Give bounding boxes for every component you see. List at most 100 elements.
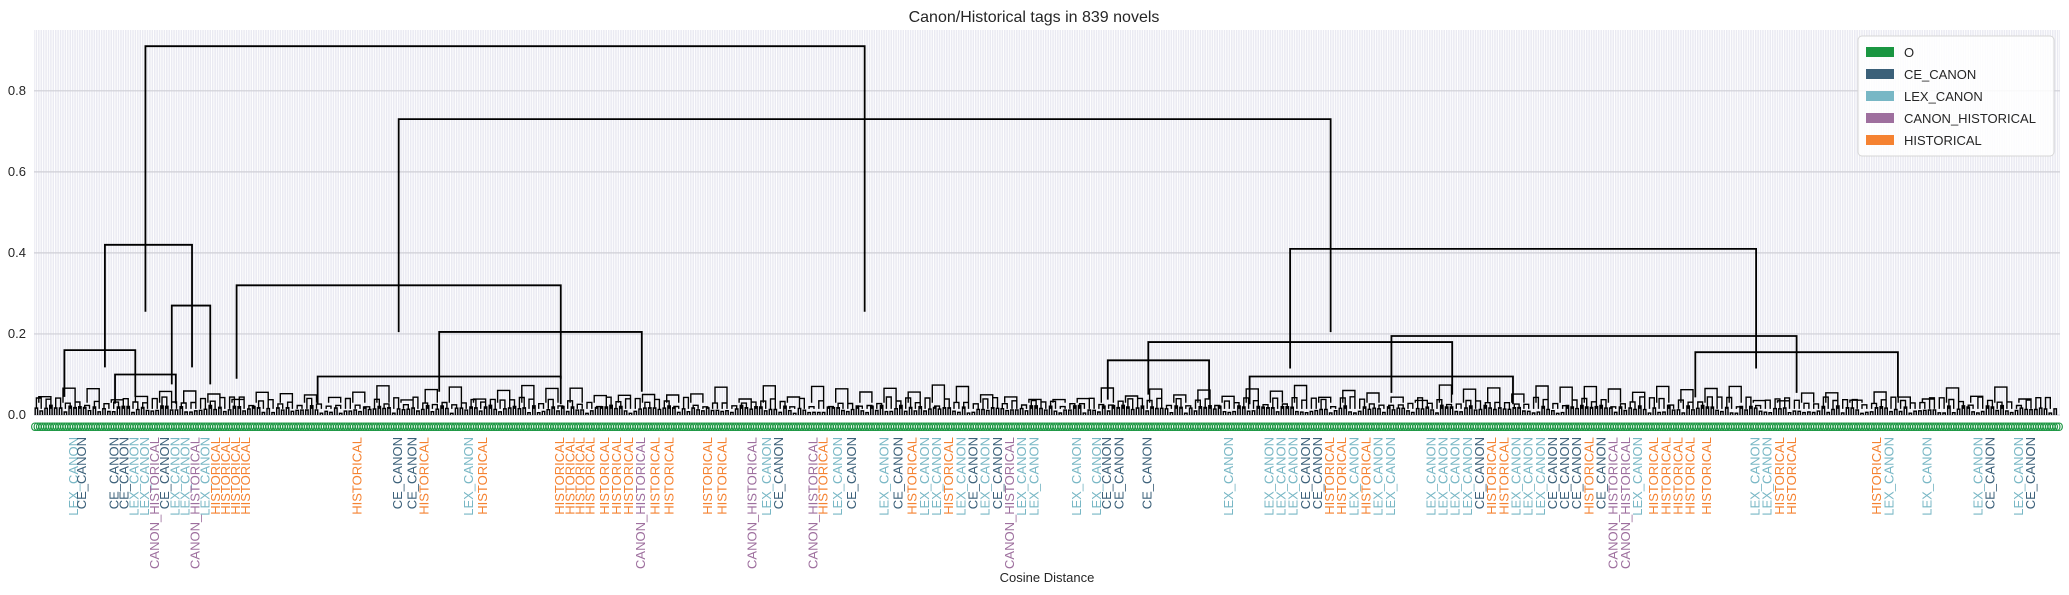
leaf-marker: O	[818, 420, 827, 434]
leaf-marker: O	[1327, 420, 1336, 434]
leaf-marker: O	[808, 420, 817, 434]
leaf-label: LEX_CANON	[1508, 437, 1523, 516]
leaf-marker: O	[1400, 420, 1409, 434]
leaf-marker: O	[57, 420, 66, 434]
leaf-marker: O	[883, 420, 892, 434]
leaf-marker: O	[1820, 420, 1829, 434]
leaf-marker: O	[151, 420, 160, 434]
leaf-marker: O	[1600, 420, 1609, 434]
leaf-marker: O	[1197, 420, 1206, 434]
leaf-marker: O	[960, 420, 969, 434]
leaf-marker: O	[1569, 420, 1578, 434]
leaf-marker: O	[902, 420, 911, 434]
leaf-marker: O	[1994, 420, 2003, 434]
leaf-marker: O	[156, 420, 165, 434]
leaf-label: LEX_CANON	[1760, 437, 1775, 516]
leaf-marker: O	[400, 420, 409, 434]
leaf-marker: O	[1033, 420, 1042, 434]
leaf-marker: O	[977, 420, 986, 434]
leaf-marker: O	[1395, 420, 1404, 434]
leaf-marker: O	[373, 420, 382, 434]
leaf-marker: O	[424, 420, 433, 434]
leaf-marker: O	[427, 420, 436, 434]
leaf-marker: O	[1595, 420, 1604, 434]
leaf-marker: O	[499, 420, 508, 434]
leaf-marker: O	[1363, 420, 1372, 434]
leaf-marker: O	[1740, 420, 1749, 434]
leaf-marker: O	[284, 420, 293, 434]
leaf-label: HISTORICAL	[609, 437, 624, 515]
leaf-marker: O	[1185, 420, 1194, 434]
leaf-marker: O	[1535, 420, 1544, 434]
leaf-marker: O	[1233, 420, 1242, 434]
leaf-marker: O	[987, 420, 996, 434]
leaf-marker: O	[1960, 420, 1969, 434]
leaf-marker: O	[1743, 420, 1752, 434]
leaf-marker: O	[1426, 420, 1435, 434]
leaf-marker: O	[1723, 420, 1732, 434]
leaf-marker: O	[1139, 420, 1148, 434]
leaf-marker: O	[1137, 420, 1146, 434]
leaf-marker: O	[287, 420, 296, 434]
leaf-marker: O	[538, 420, 547, 434]
leaf-label: HISTORICAL	[572, 437, 587, 515]
leaf-marker: O	[1895, 420, 1904, 434]
leaf-marker: O	[547, 420, 556, 434]
merge-link	[316, 375, 562, 405]
leaf-marker: O	[683, 420, 692, 434]
leaf-marker: O	[2049, 420, 2058, 434]
leaf-marker: O	[1110, 420, 1119, 434]
leaf-label: HISTORICAL	[905, 437, 920, 515]
leaf-marker: O	[1293, 420, 1302, 434]
leaf-marker: O	[1576, 420, 1585, 434]
leaf-marker: O	[407, 420, 416, 434]
leaf-marker: O	[2042, 420, 2051, 434]
leaf-marker: O	[354, 420, 363, 434]
leaf-marker: O	[265, 420, 274, 434]
leaf-marker: O	[579, 420, 588, 434]
leaf-marker: O	[1984, 420, 1993, 434]
leaf-marker: O	[533, 420, 542, 434]
leaf-marker: O	[398, 420, 407, 434]
leaf-marker: O	[1861, 420, 1870, 434]
leaf-marker: O	[132, 420, 141, 434]
leaf-marker: O	[1385, 420, 1394, 434]
leaf-marker: O	[417, 420, 426, 434]
leaf-marker: O	[1859, 420, 1868, 434]
leaf-marker: O	[943, 420, 952, 434]
leaf-marker: O	[130, 420, 139, 434]
leaf-marker: O	[1694, 420, 1703, 434]
low-level-links	[34, 384, 2058, 415]
leaf-marker: O	[139, 420, 148, 434]
leaf-label: LEX_CANON	[1533, 437, 1548, 516]
leaf-marker: O	[1376, 420, 1385, 434]
leaf-marker: O	[2028, 420, 2037, 434]
leaf-label: CE_CANON	[1594, 437, 1609, 509]
leaf-marker: O	[1856, 420, 1865, 434]
merge-link	[1248, 375, 1514, 405]
dendrogram-links	[34, 45, 2058, 415]
leaf-marker: O	[2008, 420, 2017, 434]
leaf-marker: O	[1680, 420, 1689, 434]
leaf-marker: O	[98, 420, 107, 434]
leaf-marker: O	[154, 420, 163, 434]
merge-link	[1106, 359, 1210, 400]
leaf-label: LEX_CANON	[66, 437, 81, 516]
leaf-marker: O	[1832, 420, 1841, 434]
leaf-marker: O	[369, 420, 378, 434]
leaf-marker: O	[1948, 420, 1957, 434]
leaf-marker: O	[414, 420, 423, 434]
leaf-marker: O	[1477, 420, 1486, 434]
leaf-label: LEX_CANON	[1383, 437, 1398, 516]
leaf-marker: O	[704, 420, 713, 434]
leaf-marker: O	[1542, 420, 1551, 434]
leaf-marker: O	[982, 420, 991, 434]
leaf-marker: O	[984, 420, 993, 434]
leaf-marker: O	[1245, 420, 1254, 434]
leaf-marker: O	[707, 420, 716, 434]
leaf-marker: O	[673, 420, 682, 434]
leaf-marker: O	[975, 420, 984, 434]
leaf-marker: O	[1916, 420, 1925, 434]
leaf-marker: O	[125, 420, 134, 434]
leaf-marker: O	[890, 420, 899, 434]
